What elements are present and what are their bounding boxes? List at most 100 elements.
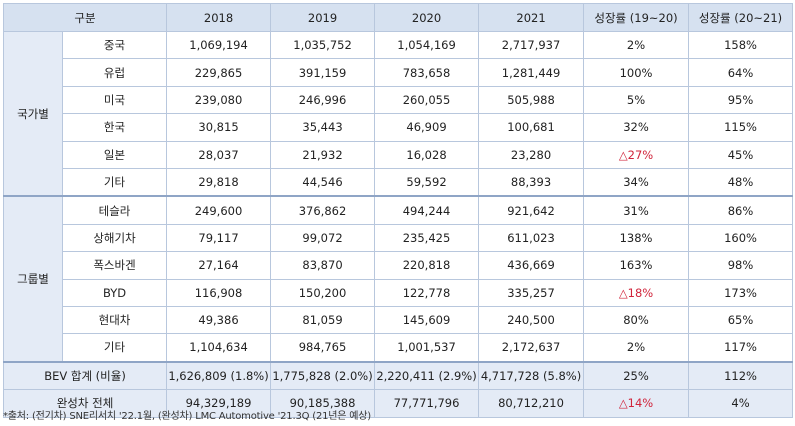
value-cell: 30,815 [166,113,272,142]
total-growth-19-20-cell: 25% [583,360,690,390]
value-cell: 150,200 [270,278,376,307]
value-cell: 99,072 [270,223,376,253]
row-name: 폭스바겐 [61,251,168,280]
total-value-cell: 4,717,728 (5.8%) [478,360,585,390]
total-growth-19-20-cell: △14% [583,388,690,418]
value-cell: 35,443 [270,113,376,142]
table-row: 기타 1,104,634 984,765 1,001,537 2,172,637 2% 11… [4,333,794,363]
group-label: 그룹별 [3,195,63,363]
total-row: BEV 합계 (비율) 1,626,809 (1.8%) 1,775,828 (2.… [2,360,794,390]
growth-19-20-cell: 163% [583,251,690,280]
growth-19-20-cell: △18% [583,278,690,307]
value-cell: 100,681 [478,113,585,142]
header-row: 구분 2018 2019 2020 2021 성장률 (19~20) 성장률 (… [2,3,794,32]
growth-19-20-cell: 2% [583,333,690,363]
table-row: 일본 28,037 21,932 16,028 23,280 △27% 45% [4,140,794,169]
value-cell: 145,609 [374,305,480,335]
growth-20-21-cell: 115% [688,113,794,142]
value-cell: 376,862 [270,195,376,225]
value-cell: 23,280 [478,140,585,169]
growth-20-21-cell: 48% [688,167,794,197]
value-cell: 260,055 [374,85,480,115]
growth-20-21-cell: 117% [688,333,794,363]
value-cell: 235,425 [374,223,480,253]
value-cell: 505,988 [478,85,585,115]
header-growth-20-21: 성장률 (20~21) [688,3,794,32]
value-cell: 46,909 [374,113,480,142]
value-cell: 116,908 [166,278,272,307]
header-year-2019: 2019 [270,3,376,32]
value-cell: 783,658 [374,58,480,87]
row-name: 유럽 [61,58,168,87]
row-name: 테슬라 [61,195,168,225]
growth-20-21-cell: 95% [688,85,794,115]
value-cell: 44,546 [270,167,376,197]
table-row: 현대차 49,386 81,059 145,609 240,500 80% 65% [4,305,794,335]
table-row: 기타 29,818 44,546 59,592 88,393 34% 48% [4,167,794,197]
value-cell: 220,818 [374,251,480,280]
value-cell: 49,386 [166,305,272,335]
header-year-2018: 2018 [166,3,272,32]
growth-19-20-cell: 34% [583,167,690,197]
table-row: 그룹별 테슬라 249,600 376,862 494,244 921,642 31% 86% [3,195,794,363]
table-row: 미국 239,080 246,996 260,055 505,988 5% 95% [4,85,794,115]
group-label: 국가별 [3,31,63,197]
row-name: 중국 [61,30,168,60]
value-cell: 335,257 [478,278,585,307]
value-cell: 611,023 [478,223,585,253]
value-cell: 249,600 [166,195,272,225]
growth-19-20-cell: 31% [583,195,690,225]
growth-20-21-cell: 65% [688,305,794,335]
growth-20-21-cell: 98% [688,251,794,280]
row-name: 기타 [61,333,168,363]
growth-19-20-cell: 138% [583,223,690,253]
row-name: BYD [61,278,168,307]
row-name: 한국 [61,113,168,142]
value-cell: 1,001,537 [374,333,480,363]
total-growth-20-21-cell: 4% [688,388,794,418]
value-cell: 246,996 [270,85,376,115]
value-cell: 28,037 [166,140,272,169]
row-name: 미국 [61,85,168,115]
growth-19-20-cell: 32% [583,113,690,142]
value-cell: 21,932 [270,140,376,169]
table-row: 한국 30,815 35,443 46,909 100,681 32% 115% [4,113,794,142]
value-cell: 1,104,634 [166,333,272,363]
value-cell: 240,500 [478,305,585,335]
table-body: 국가별 중국 1,069,194 1,035,752 1,054,169 2,717,93… [2,30,794,418]
row-name: 기타 [61,167,168,197]
growth-20-21-cell: 64% [688,58,794,87]
growth-20-21-cell: 160% [688,223,794,253]
table-row: 상해기차 79,117 99,072 235,425 611,023 138% 160% [4,223,794,253]
value-cell: 2,172,637 [478,333,585,363]
value-cell: 59,592 [374,167,480,197]
source-footnote: *출처: (전기차) SNE리서치 '22.1월, (완성차) LMC Auto… [3,411,371,422]
growth-19-20-cell: 80% [583,305,690,335]
total-row: 완성차 전체 94,329,189 90,185,388 77,771,796 80,7… [2,388,794,418]
value-cell: 239,080 [166,85,272,115]
total-value-cell: 1,626,809 (1.8%) [166,360,272,390]
value-cell: 2,717,937 [478,30,585,60]
growth-20-21-cell: 158% [688,30,794,60]
table-row: 국가별 중국 1,069,194 1,035,752 1,054,169 2,717,93… [3,30,794,197]
growth-19-20-cell: 5% [583,85,690,115]
header-year-2021: 2021 [478,3,585,32]
growth-19-20-cell: △27% [583,140,690,169]
value-cell: 1,054,169 [374,30,480,60]
value-cell: 229,865 [166,58,272,87]
header-year-2020: 2020 [374,3,480,32]
growth-19-20-cell: 100% [583,58,690,87]
total-value-cell: 80,712,210 [478,388,585,418]
value-cell: 494,244 [374,195,480,225]
value-cell: 391,159 [270,58,376,87]
header-growth-19-20: 성장률 (19~20) [583,3,690,32]
total-value-cell: 2,220,411 (2.9%) [374,360,480,390]
total-value-cell: 77,771,796 [374,388,480,418]
value-cell: 16,028 [374,140,480,169]
value-cell: 27,164 [166,251,272,280]
row-name: 현대차 [61,305,168,335]
table-row: 유럽 229,865 391,159 783,658 1,281,449 100% 64% [4,58,794,87]
growth-20-21-cell: 45% [688,140,794,169]
total-growth-20-21-cell: 112% [688,360,794,390]
value-cell: 1,281,449 [478,58,585,87]
